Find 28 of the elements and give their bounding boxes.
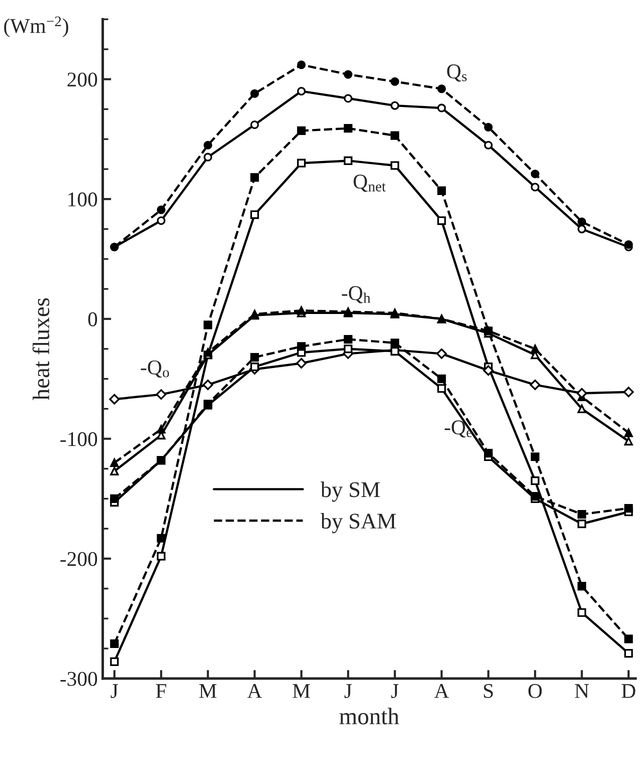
x-tick-label: O — [528, 684, 542, 698]
legend-label: by SAM — [320, 513, 396, 534]
text: (Wm$^{−2}$) — [4, 16, 68, 38]
x-tick-label: D — [622, 684, 636, 698]
x-tick-label: A — [247, 684, 262, 698]
y-tick-label: 100 — [68, 192, 98, 206]
annotation: -Q$_{o}$ — [140, 360, 169, 378]
annotation: -Q$_{h}$ — [342, 286, 370, 304]
x-tick-label: A — [434, 684, 449, 698]
x-tick-label: N — [574, 684, 589, 698]
y-tick-label: 200 — [68, 72, 98, 87]
legend-label: by SM — [320, 482, 380, 502]
x-tick-label: J — [344, 684, 352, 698]
x-tick-label: J — [110, 684, 118, 698]
y-tick-label: -300 — [60, 672, 98, 686]
x-tick-label: M — [292, 684, 310, 698]
x-axis-title: month — [339, 708, 400, 724]
annotation: Q$_{net}$ — [354, 174, 386, 192]
y-tick-label: 0 — [88, 312, 98, 326]
x-tick-label: F — [156, 684, 166, 698]
y-tick-label: -100 — [60, 432, 98, 446]
y-axis-title: heat fluxes — [32, 298, 50, 400]
annotation: Q$_{s}$ — [447, 64, 467, 82]
y-tick-label: -200 — [60, 552, 98, 566]
annotation: -Q$_{e}$ — [444, 420, 472, 438]
x-tick-label: S — [484, 684, 493, 698]
x-tick-label: M — [199, 684, 217, 698]
x-tick-label: J — [391, 684, 398, 698]
